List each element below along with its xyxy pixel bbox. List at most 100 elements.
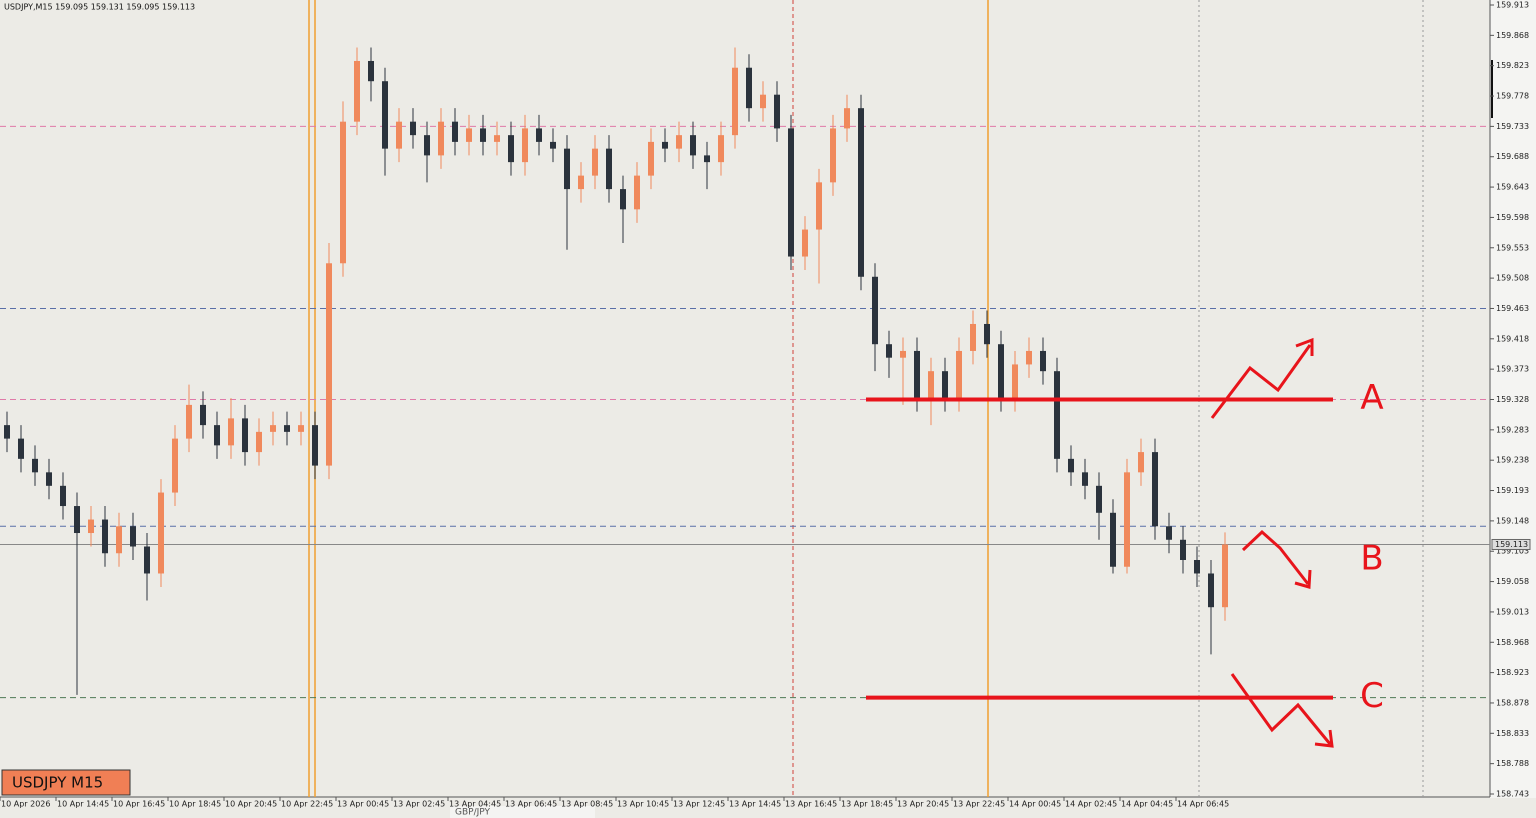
y-tick-label: 159.643 (1496, 183, 1529, 192)
y-tick-label: 159.733 (1496, 122, 1529, 131)
candle-body (1180, 539, 1186, 560)
price-axis-bg (1490, 0, 1536, 798)
y-tick-label: 159.508 (1496, 274, 1529, 283)
x-tick-label: 10 Apr 18:45 (169, 800, 221, 809)
candle-body (620, 189, 626, 210)
candle-body (886, 344, 892, 358)
candle-body (172, 438, 178, 493)
candle-body (606, 148, 612, 190)
arrow-up (1210, 337, 1314, 419)
candle-body (844, 108, 850, 129)
x-tick-label: 13 Apr 22:45 (953, 800, 1005, 809)
candle-body (942, 371, 948, 399)
x-tick-label: 13 Apr 04:45 (449, 800, 501, 809)
candle-body (802, 229, 808, 257)
tab[interactable]: GBP/JPY (455, 808, 490, 818)
candle-body (326, 263, 332, 466)
x-tick-label: 14 Apr 06:45 (1177, 800, 1229, 809)
candle-body (1152, 452, 1158, 527)
candle-body (438, 121, 444, 156)
candle-body (578, 175, 584, 190)
x-tick-label: 13 Apr 14:45 (729, 800, 781, 809)
candle-body (732, 67, 738, 136)
y-tick-label: 159.868 (1496, 31, 1529, 40)
candle-body (466, 128, 472, 142)
candles (4, 47, 1228, 695)
candle-body (270, 425, 276, 432)
y-tick-label: 159.148 (1496, 516, 1529, 525)
candle-body (928, 371, 934, 399)
x-tick-label: 14 Apr 00:45 (1009, 800, 1061, 809)
candle-body (900, 350, 906, 358)
x-tick-label: 13 Apr 08:45 (561, 800, 613, 809)
candle-body (368, 60, 374, 82)
y-tick-label: 159.103 (1496, 547, 1529, 556)
candle-body (634, 175, 640, 210)
candle-body (1096, 485, 1102, 513)
candle-body (284, 425, 290, 432)
y-tick-label: 158.743 (1496, 790, 1529, 799)
candle-body (242, 418, 248, 453)
candle-body (256, 431, 262, 453)
candle-body (1138, 452, 1144, 473)
candle-body (508, 135, 514, 163)
candle-body (214, 425, 220, 446)
y-tick-label: 158.968 (1496, 638, 1529, 647)
candle-body (830, 128, 836, 183)
y-tick-label: 159.823 (1496, 61, 1529, 70)
x-tick-label: 13 Apr 10:45 (617, 800, 669, 809)
candle-body (480, 128, 486, 142)
candle-body (1068, 458, 1074, 473)
x-tick-label: 10 Apr 2026 (1, 800, 50, 809)
candle-body (816, 182, 822, 230)
x-tick-label: 10 Apr 16:45 (113, 800, 165, 809)
candle-body (494, 135, 500, 142)
candle-body (872, 276, 878, 345)
candle-body (158, 492, 164, 574)
candle-body (144, 546, 150, 574)
x-tick-label: 13 Apr 12:45 (673, 800, 725, 809)
candle-body (662, 141, 668, 149)
candle-body (1110, 512, 1116, 567)
candle-body (1166, 526, 1172, 540)
x-tick-label: 10 Apr 22:45 (281, 800, 333, 809)
candle-body (60, 485, 66, 507)
candle-body (382, 81, 388, 149)
candle-body (298, 425, 304, 432)
candle-body (130, 526, 136, 547)
x-tick-label: 13 Apr 02:45 (393, 800, 445, 809)
candle-body (914, 350, 920, 399)
candle-body (1026, 350, 1032, 365)
y-tick-label: 159.013 (1496, 607, 1529, 616)
candle-body (648, 141, 654, 176)
candle-body (1040, 350, 1046, 372)
candle-body (858, 108, 864, 277)
y-tick-label: 159.238 (1496, 456, 1529, 465)
candle-body (4, 425, 10, 439)
candle-body (32, 458, 38, 473)
candle-body (676, 135, 682, 149)
candle-body (774, 94, 780, 129)
x-tick-label: 14 Apr 02:45 (1065, 800, 1117, 809)
y-tick-label: 159.373 (1496, 365, 1529, 374)
candle-body (998, 344, 1004, 399)
y-tick-label: 159.778 (1496, 92, 1529, 101)
y-tick-label: 159.463 (1496, 304, 1529, 313)
candle-body (1124, 472, 1130, 567)
candle-body (116, 526, 122, 554)
y-tick-label: 158.788 (1496, 759, 1529, 768)
y-tick-label: 159.913 (1496, 1, 1529, 10)
candle-body (788, 128, 794, 257)
candle-body (18, 438, 24, 459)
candle-body (550, 141, 556, 149)
tab-box[interactable] (450, 806, 595, 818)
candle-body (46, 472, 52, 486)
y-tick-label: 158.878 (1496, 698, 1529, 707)
candle-body (452, 121, 458, 142)
x-tick-label: 10 Apr 20:45 (225, 800, 277, 809)
y-tick-label: 159.418 (1496, 334, 1529, 343)
candle-body (718, 135, 724, 163)
candle-body (410, 121, 416, 136)
